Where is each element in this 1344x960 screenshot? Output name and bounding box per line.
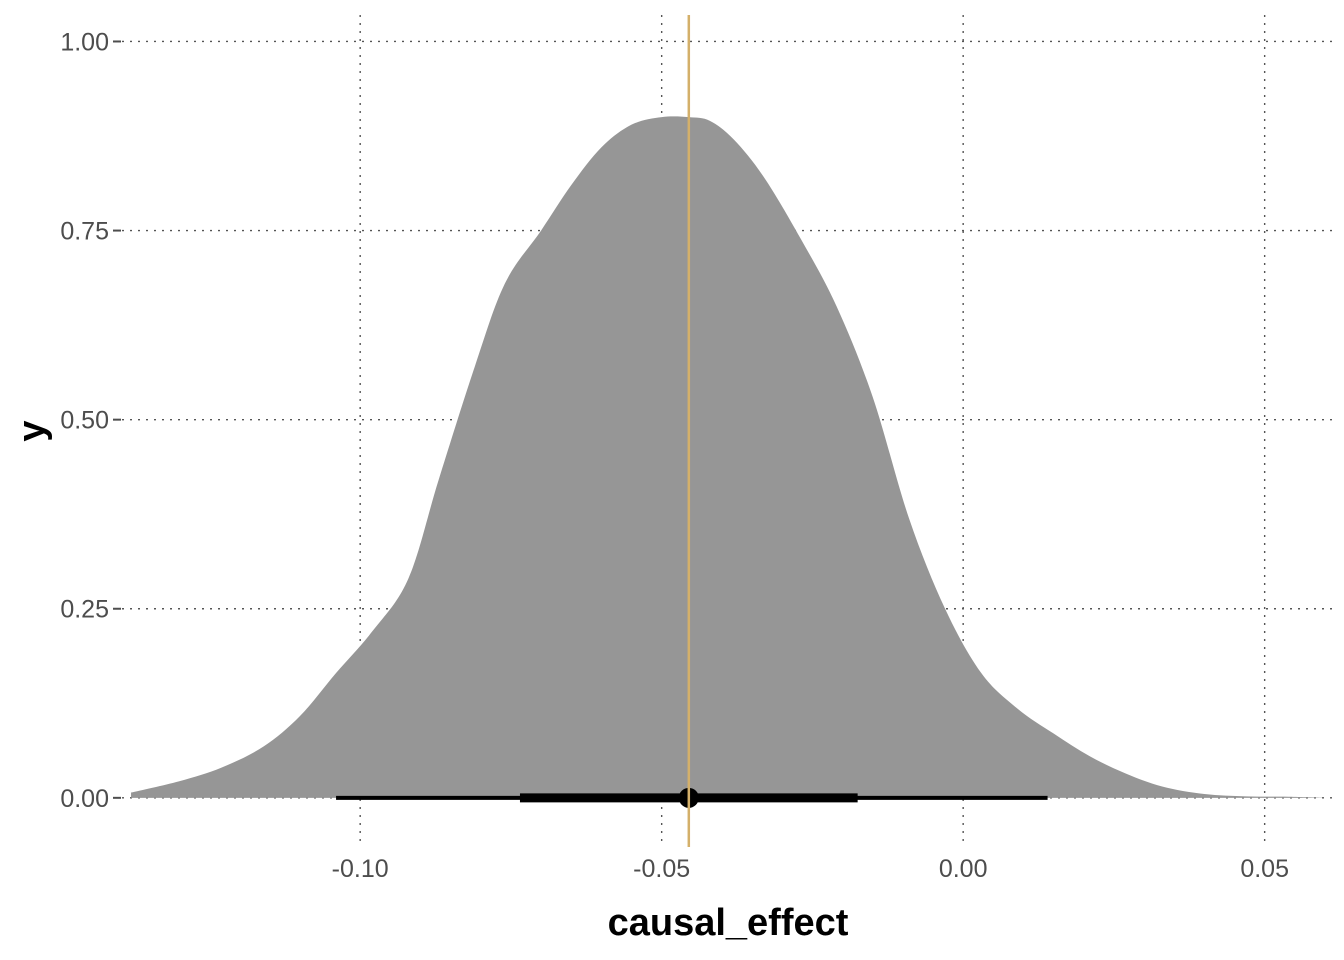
y-tick-label: 0.50 [60,407,109,435]
y-axis-title: y [11,420,53,441]
x-axis: -0.10 -0.05 0.00 0.05 [332,855,1289,883]
x-tick-label: 0.00 [939,855,988,883]
y-tick-label: 0.00 [60,785,109,813]
y-tick-label: 0.75 [60,218,109,246]
y-tick-label: 1.00 [60,28,109,56]
y-tick-label: 0.25 [60,596,109,624]
x-tick-label: -0.10 [332,855,389,883]
density-area [131,116,1322,798]
x-axis-title: causal_effect [608,902,849,944]
x-tick-label: -0.05 [633,855,690,883]
x-tick-label: 0.05 [1240,855,1289,883]
y-axis: 0.00 0.25 0.50 0.75 1.00 [60,28,121,813]
